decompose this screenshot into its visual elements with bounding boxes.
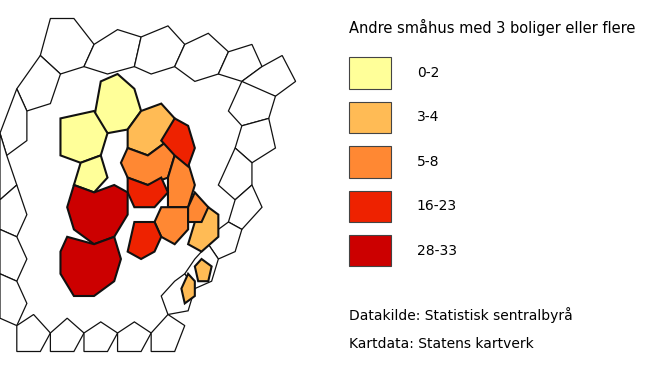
Polygon shape <box>40 18 94 74</box>
Polygon shape <box>162 118 195 166</box>
Polygon shape <box>61 237 121 296</box>
Polygon shape <box>242 56 296 96</box>
Text: 5-8: 5-8 <box>417 155 439 169</box>
Polygon shape <box>0 274 27 326</box>
Polygon shape <box>188 207 218 252</box>
Polygon shape <box>0 133 17 200</box>
Polygon shape <box>17 56 61 111</box>
Polygon shape <box>174 33 229 81</box>
Bar <box>349 235 391 266</box>
Bar <box>349 191 391 222</box>
Polygon shape <box>168 155 195 207</box>
Bar <box>349 146 391 178</box>
Polygon shape <box>218 148 252 200</box>
Polygon shape <box>0 89 27 155</box>
Polygon shape <box>128 178 168 207</box>
Polygon shape <box>188 192 208 222</box>
Polygon shape <box>84 322 118 351</box>
Polygon shape <box>154 207 188 244</box>
Polygon shape <box>118 322 151 351</box>
Polygon shape <box>151 314 185 352</box>
Polygon shape <box>134 26 185 74</box>
Polygon shape <box>218 44 262 81</box>
Polygon shape <box>84 30 141 74</box>
Text: Datakilde: Statistisk sentralbyrå: Datakilde: Statistisk sentralbyrå <box>349 307 572 323</box>
Polygon shape <box>195 259 212 281</box>
Polygon shape <box>61 111 107 163</box>
Polygon shape <box>162 274 195 314</box>
Text: 0-2: 0-2 <box>417 66 439 80</box>
Polygon shape <box>50 318 84 352</box>
Polygon shape <box>235 118 275 163</box>
Polygon shape <box>0 229 27 281</box>
Bar <box>349 102 391 133</box>
Polygon shape <box>17 314 50 352</box>
Polygon shape <box>74 155 107 192</box>
Text: 16-23: 16-23 <box>417 199 457 213</box>
Polygon shape <box>128 104 174 155</box>
Polygon shape <box>208 222 242 259</box>
Polygon shape <box>185 244 218 289</box>
Polygon shape <box>0 185 27 237</box>
Bar <box>349 57 391 89</box>
Text: 3-4: 3-4 <box>417 111 439 124</box>
Polygon shape <box>121 141 174 185</box>
Polygon shape <box>229 185 262 229</box>
Polygon shape <box>67 185 128 244</box>
Text: Kartdata: Statens kartverk: Kartdata: Statens kartverk <box>349 337 534 351</box>
Text: Andre småhus med 3 boliger eller flere: Andre småhus med 3 boliger eller flere <box>349 18 635 36</box>
Polygon shape <box>229 81 275 126</box>
Polygon shape <box>182 274 195 303</box>
Polygon shape <box>94 74 141 133</box>
Polygon shape <box>128 222 162 259</box>
Text: 28-33: 28-33 <box>417 244 457 258</box>
